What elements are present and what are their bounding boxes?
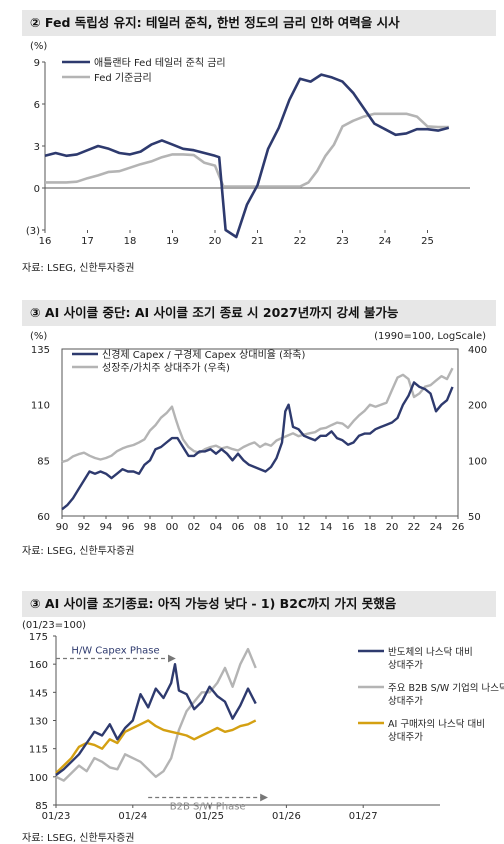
x-tick-label: 25 [421, 236, 434, 247]
y-tick-label: 3 [34, 142, 40, 153]
x-tick-label: 08 [254, 522, 267, 533]
y-tick-label: 6 [34, 100, 40, 111]
x-tick-label: 92 [78, 522, 91, 533]
x-tick-label: 23 [336, 236, 349, 247]
x-tick-label: 18 [124, 236, 137, 247]
x-tick-label: 04 [210, 522, 223, 533]
x-tick-label: 17 [81, 236, 94, 247]
series-line [45, 112, 449, 188]
x-tick-label: 26 [452, 522, 465, 533]
panel-ai-cycle-capex: ③ AI 사이클 중단: AI 사이클 조기 종료 시 2027년까지 강세 불… [0, 290, 504, 570]
x-tick-label: 01/27 [349, 811, 378, 822]
x-tick-label: 12 [298, 522, 311, 533]
y-tick-label: 135 [31, 345, 50, 356]
chart-source: 자료: LSEG, 신한투자증권 [22, 263, 135, 274]
chart-source: 자료: LSEG, 신한투자증권 [22, 546, 135, 557]
y-tick-label: 130 [29, 717, 48, 728]
x-tick-label: 98 [144, 522, 157, 533]
x-tick-label: 18 [364, 522, 377, 533]
x-tick-label: 24 [379, 236, 392, 247]
series-line [61, 367, 454, 464]
y-right-tick-label: 100 [468, 456, 487, 467]
x-tick-label: 01/26 [272, 811, 301, 822]
chart-title: ③ AI 사이클 조기종료: 아직 가능성 낮다 - 1) B2C까지 가지 못… [22, 591, 496, 617]
x-tick-label: 24 [430, 522, 443, 533]
y-right-tick-label: 200 [468, 401, 487, 412]
x-tick-label: 94 [100, 522, 113, 533]
y-axis-unit: (%) [30, 331, 47, 342]
plot-frame [61, 348, 459, 517]
y-tick-label: 85 [35, 801, 48, 812]
series-line [44, 73, 450, 239]
series-line [61, 381, 454, 511]
y-tick-label: 60 [37, 512, 50, 523]
legend-label: 성장주/가치주 상대주가 (우축) [102, 362, 230, 374]
y-tick-label: 115 [29, 745, 48, 756]
x-tick-label: 00 [166, 522, 179, 533]
legend-label: 반도체의 나스닥 대비 상대주가 [388, 647, 473, 671]
x-tick-label: 20 [209, 236, 222, 247]
x-tick-label: 01/24 [118, 811, 147, 822]
y-tick-label: 160 [29, 660, 48, 671]
y-tick-label: 110 [31, 401, 50, 412]
x-tick-label: 01/23 [42, 811, 71, 822]
x-tick-label: 16 [342, 522, 355, 533]
x-tick-label: 22 [408, 522, 421, 533]
x-tick-label: 10 [276, 522, 289, 533]
x-tick-label: 90 [56, 522, 69, 533]
y-tick-label: 100 [29, 773, 48, 784]
y-tick-label: 85 [37, 456, 50, 467]
x-tick-label: 14 [320, 522, 333, 533]
chart-title: ③ AI 사이클 중단: AI 사이클 조기 종료 시 2027년까지 강세 불… [22, 300, 496, 326]
y-right-tick-label: 50 [468, 512, 481, 523]
x-tick-label: 20 [386, 522, 399, 533]
legend-label: AI 구매자의 나스닥 대비 상대주가 [388, 719, 485, 743]
x-tick-label: 16 [39, 236, 52, 247]
panel-fed-taylor-rule: ② Fed 독립성 유지: 테일러 준칙, 한번 정도의 금리 인하 여력을 시… [0, 0, 504, 274]
x-tick-label: 02 [188, 522, 201, 533]
annotation-label: B2B S/W Phase [170, 801, 246, 812]
annotation-label: H/W Capex Phase [71, 646, 159, 657]
right-axis-note: (1990=100, LogScale) [374, 331, 486, 342]
legend-label: 신경제 Capex / 구경제 Capex 상대비율 (좌축) [102, 348, 305, 361]
y-tick-label: 0 [34, 184, 40, 195]
y-tick-label: 9 [34, 58, 40, 69]
series-line [55, 663, 257, 776]
chart-fed-taylor-rule: (%) 9 6 3 0 (3)16 17 18 19 20 21 22 23 24 25 애틀랜타 Fed 테… [26, 41, 470, 247]
legend-label: Fed 기준금리 [94, 72, 152, 84]
x-tick-label: 96 [122, 522, 135, 533]
legend-label: 애틀랜타 Fed 테일러 준칙 금리 [94, 57, 226, 69]
y-tick-label: (3) [26, 226, 40, 237]
x-tick-label: 19 [166, 236, 179, 247]
x-tick-label: 06 [232, 522, 245, 533]
x-tick-label: 22 [294, 236, 307, 247]
chart-source: 자료: LSEG, 신한투자증권 [22, 833, 135, 844]
y-axis-unit: (01/23=100) [22, 620, 86, 631]
chart-ai-cycle-capex: (%) (1990=100, LogScale) 135 110 85 60 400 200 1… [30, 331, 487, 533]
y-right-tick-label: 400 [468, 345, 487, 356]
chart-title: ② Fed 독립성 유지: 테일러 준칙, 한번 정도의 금리 인하 여력을 시… [22, 10, 496, 36]
y-tick-label: 175 [29, 632, 48, 643]
series-line [55, 647, 257, 782]
x-tick-label: 21 [251, 236, 264, 247]
y-tick-label: 145 [29, 688, 48, 699]
panel-ai-cycle-b2c: ③ AI 사이클 조기종료: 아직 가능성 낮다 - 1) B2C까지 가지 못… [0, 583, 504, 844]
x-tick-label: 01/25 [195, 811, 224, 822]
series-line [55, 719, 257, 774]
y-axis-unit: (%) [30, 41, 47, 52]
